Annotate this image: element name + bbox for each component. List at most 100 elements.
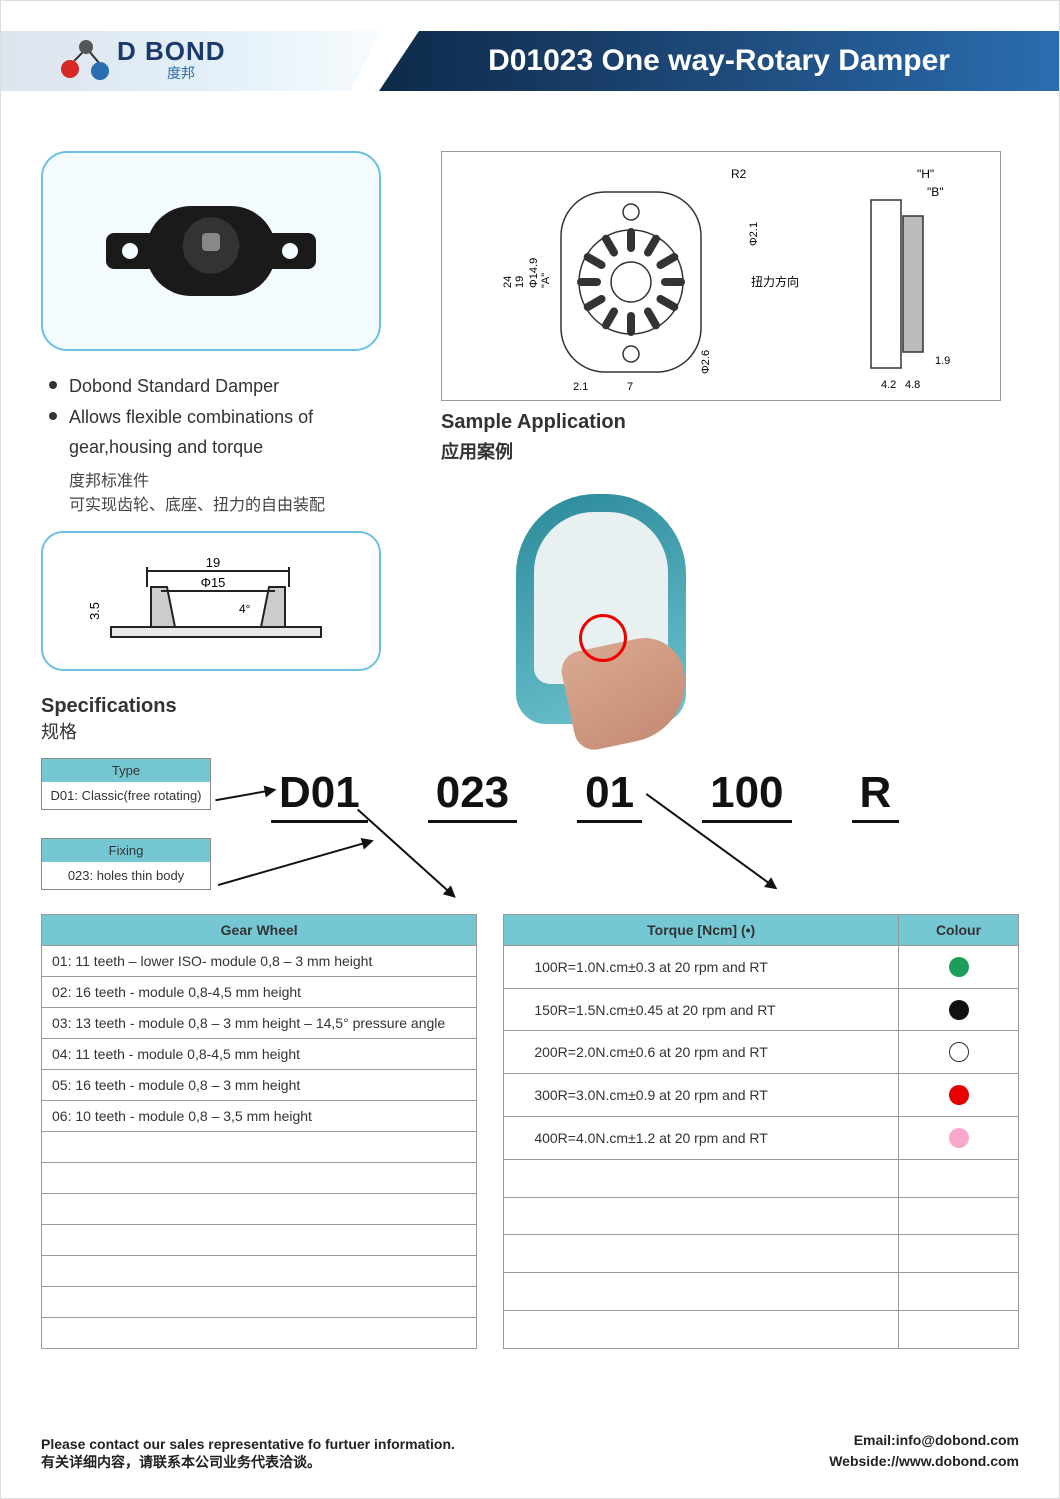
page-title: D01023 One way-Rotary Damper (488, 44, 950, 78)
gear-row-empty (42, 1287, 477, 1318)
pn-seg-1: D01 (271, 768, 368, 823)
torque-row-colour (899, 1074, 1019, 1117)
colour-dot-icon (949, 1042, 969, 1062)
type-mini-table: Type D01: Classic(free rotating) (41, 758, 211, 810)
arrow-type-icon (215, 789, 274, 801)
torque-row-empty (504, 1235, 899, 1273)
torque-row-empty (504, 1159, 899, 1197)
product-image-box (41, 151, 381, 351)
type-value: D01: Classic(free rotating) (42, 782, 210, 809)
torque-row-text: 150R=1.5N.cm±0.45 at 20 rpm and RT (504, 988, 899, 1031)
td-h: "H" (917, 167, 934, 181)
bullet-1: Dobond Standard Damper (49, 371, 401, 402)
torque-colour-empty (899, 1273, 1019, 1311)
pn-seg-4: 100 (702, 768, 791, 823)
dim-phi15: Φ15 (201, 575, 226, 590)
td-24: 24 (502, 276, 514, 288)
pn-seg-2: 023 (428, 768, 517, 823)
torque-row-text: 200R=2.0N.cm±0.6 at 20 rpm and RT (504, 1031, 899, 1074)
td-a: "A" (540, 273, 552, 288)
title-band: D01023 One way-Rotary Damper (379, 31, 1059, 91)
torque-colour-empty (899, 1311, 1019, 1349)
bullet-cn-2: 可实现齿轮、底座、扭力的自由装配 (69, 491, 401, 515)
technical-drawing-box: R2 "H" "B" Φ2.1 Φ14.9 "A" 扭力方向 24 19 2.1… (441, 151, 1001, 401)
sample-title-en: Sample Application (441, 411, 1019, 434)
gear-row: 02: 16 teeth - module 0,8-4,5 mm height (42, 977, 477, 1008)
td-r2: R2 (731, 167, 747, 181)
gear-row-empty (42, 1225, 477, 1256)
torque-header: Torque [Ncm] (•) (504, 915, 899, 946)
torque-row-text: 300R=3.0N.cm±0.9 at 20 rpm and RT (504, 1074, 899, 1117)
highlight-circle-icon (579, 614, 627, 662)
torque-colour-empty (899, 1197, 1019, 1235)
gear-row-empty (42, 1132, 477, 1163)
gear-row: 05: 16 teeth - module 0,8 – 3 mm height (42, 1070, 477, 1101)
gear-wheel-table: Gear Wheel 01: 11 teeth – lower ISO- mod… (41, 914, 477, 1349)
gear-row: 03: 13 teeth - module 0,8 – 3 mm height … (42, 1008, 477, 1039)
td-phi149: Φ14.9 (528, 258, 540, 288)
pn-seg-5: R (852, 768, 900, 823)
torque-row-colour (899, 988, 1019, 1031)
footer-web-label: Webside: (829, 1453, 891, 1469)
torque-row-colour (899, 1031, 1019, 1074)
fixing-value: 023: holes thin body (42, 862, 210, 889)
partnumber-breakdown: Type D01: Classic(free rotating) Fixing … (41, 758, 1019, 844)
td-19: 19 (514, 276, 526, 288)
torque-row-empty (504, 1311, 899, 1349)
td-1-9: 1.9 (935, 355, 950, 367)
td-torque-dir: 扭力方向 (751, 274, 799, 289)
gear-row: 01: 11 teeth – lower ISO- module 0,8 – 3… (42, 946, 477, 977)
dim-4deg: 4° (239, 602, 251, 616)
dim-3-5: 3.5 (87, 602, 102, 620)
colour-dot-icon (949, 1000, 969, 1020)
bullet-cn-1: 度邦标准件 (69, 467, 401, 491)
torque-row-empty (504, 1197, 899, 1235)
feature-bullets: Dobond Standard Damper Allows flexible c… (49, 371, 401, 463)
logo-icon (61, 40, 111, 80)
colour-dot-icon (949, 1085, 969, 1105)
torque-row-empty (504, 1273, 899, 1311)
dim-19: 19 (206, 555, 220, 570)
fixing-mini-table: Fixing 023: holes thin body (41, 838, 211, 890)
torque-colour-empty (899, 1159, 1019, 1197)
type-header: Type (42, 759, 210, 782)
colour-dot-icon (949, 1128, 969, 1148)
spec-heading-en: Specifications (41, 695, 401, 718)
gear-illustration (91, 176, 331, 326)
gear-header: Gear Wheel (42, 915, 477, 946)
td-7: 7 (627, 381, 633, 393)
page-footer: Please contact our sales representative … (41, 1430, 1019, 1472)
td-phi21: Φ2.1 (748, 222, 760, 246)
td-2-1: 2.1 (573, 381, 588, 393)
td-b: "B" (927, 185, 944, 199)
torque-row-colour (899, 1116, 1019, 1159)
gear-row-empty (42, 1318, 477, 1349)
torque-row-text: 400R=4.0N.cm±1.2 at 20 rpm and RT (504, 1116, 899, 1159)
td-4-8: 4.8 (905, 379, 920, 391)
gear-row-empty (42, 1163, 477, 1194)
footer-email-label: Email: (854, 1432, 896, 1448)
torque-row-text: 100R=1.0N.cm±0.3 at 20 rpm and RT (504, 946, 899, 989)
cross-section-svg: 19 Φ15 3.5 4° (61, 541, 361, 661)
sample-application-image (461, 474, 741, 744)
colour-dot-icon (949, 957, 969, 977)
fixing-header: Fixing (42, 839, 210, 862)
footer-email: info@dobond.com (896, 1432, 1019, 1448)
torque-row-colour (899, 946, 1019, 989)
td-phi26: Φ2.6 (700, 350, 712, 374)
spec-heading-cn: 规格 (41, 718, 401, 744)
bullet-2: Allows flexible combinations of gear,hou… (49, 402, 401, 463)
arrow-fixing-icon (218, 840, 372, 886)
td-4-2: 4.2 (881, 379, 896, 391)
torque-table: Torque [Ncm] (•) Colour 100R=1.0N.cm±0.3… (503, 914, 1019, 1349)
gear-row-empty (42, 1194, 477, 1225)
footer-left-en: Please contact our sales representative … (41, 1436, 455, 1452)
colour-header: Colour (899, 915, 1019, 946)
logo: D BOND 度邦 (61, 36, 226, 83)
gear-row: 06: 10 teeth - module 0,8 – 3,5 mm heigh… (42, 1101, 477, 1132)
sample-title-cn: 应用案例 (441, 438, 1019, 464)
footer-left-cn: 有关详细内容，请联系本公司业务代表洽谈。 (41, 1452, 455, 1472)
torque-colour-empty (899, 1235, 1019, 1273)
pn-seg-3: 01 (577, 768, 642, 823)
cross-section-box: 19 Φ15 3.5 4° (41, 531, 381, 671)
